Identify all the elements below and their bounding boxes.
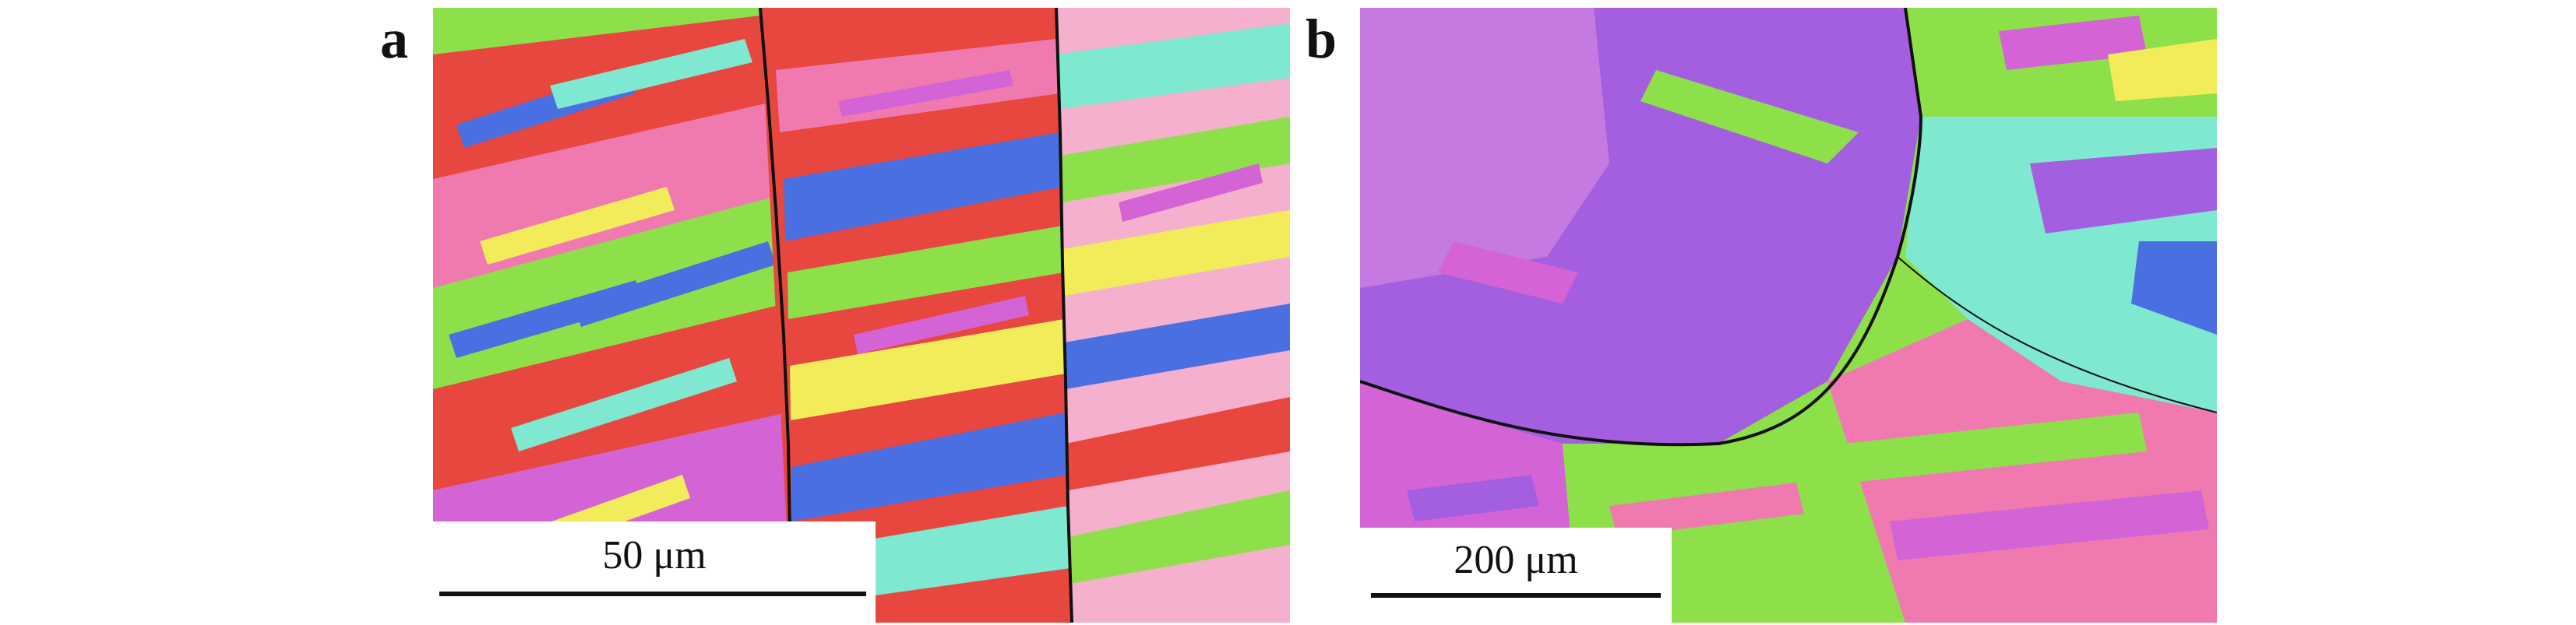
scale-bar-label-b: 200 μm	[1454, 538, 1578, 582]
panel-letter-b: b	[1306, 8, 1337, 70]
scale-bar-label-a: 50 μm	[602, 533, 707, 578]
ebsd-map-b: 200 μm	[1360, 8, 2217, 623]
scale-bar-a: 50 μm	[433, 521, 876, 623]
ebsd-orientation-map-icon	[433, 8, 1290, 623]
scale-bar-b: 200 μm	[1360, 528, 1672, 623]
panel-letter-a: a	[380, 8, 408, 70]
scale-bar-line-b	[1371, 593, 1661, 598]
ebsd-orientation-map-icon	[1360, 8, 2217, 623]
scale-bar-line-a	[439, 592, 866, 596]
ebsd-map-a: 50 μm	[433, 8, 1290, 623]
